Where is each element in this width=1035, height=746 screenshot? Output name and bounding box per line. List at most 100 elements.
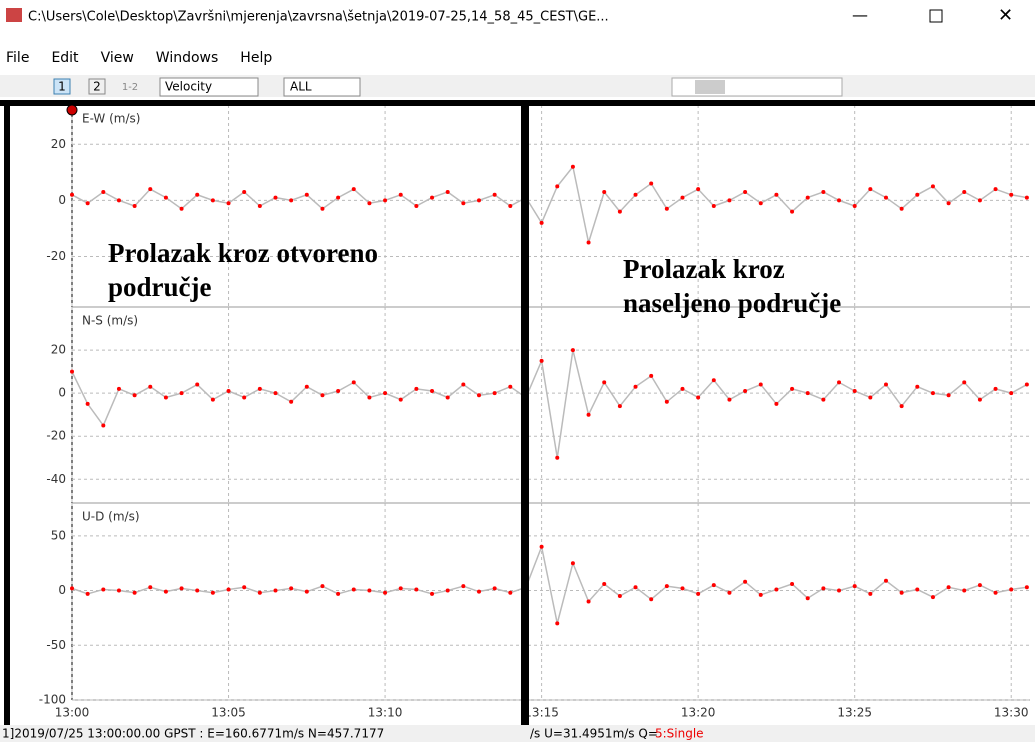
data-point bbox=[915, 192, 920, 197]
data-point bbox=[946, 585, 951, 590]
minimize[interactable]: — bbox=[852, 6, 868, 25]
menu-item[interactable]: Edit bbox=[51, 50, 79, 66]
app-icon bbox=[6, 8, 22, 22]
x-tick-label: 13:00 bbox=[55, 706, 90, 720]
data-point bbox=[680, 586, 685, 591]
data-point bbox=[837, 588, 842, 593]
data-point bbox=[962, 588, 967, 593]
data-point bbox=[805, 391, 810, 396]
data-point bbox=[711, 204, 716, 208]
btn-1[interactable] bbox=[53, 78, 71, 95]
data-point bbox=[492, 192, 497, 197]
data-point bbox=[852, 584, 857, 589]
data-point bbox=[367, 201, 372, 206]
trace bbox=[71, 349, 1028, 458]
data-point bbox=[351, 587, 356, 592]
data-point bbox=[993, 386, 998, 391]
data-point bbox=[508, 204, 513, 208]
btn-2[interactable] bbox=[88, 78, 106, 95]
mode-select[interactable] bbox=[159, 77, 259, 97]
btn-12[interactable]: 1-2 bbox=[122, 82, 138, 93]
data-point bbox=[70, 369, 74, 374]
data-point bbox=[930, 184, 935, 189]
title: C:\Users\Cole\Desktop\Završni\mjerenja\z… bbox=[28, 10, 609, 25]
data-point bbox=[85, 591, 90, 596]
data-point bbox=[289, 586, 294, 591]
data-point bbox=[273, 391, 278, 396]
data-point bbox=[414, 204, 419, 208]
sel-label: ALL bbox=[290, 80, 312, 94]
data-point bbox=[883, 382, 888, 387]
data-point bbox=[711, 583, 716, 588]
data-point bbox=[226, 201, 231, 206]
data-point bbox=[398, 586, 403, 591]
data-point bbox=[852, 204, 857, 208]
data-point bbox=[398, 397, 403, 402]
y-tick-label: 0 bbox=[58, 583, 66, 597]
data-point bbox=[570, 348, 575, 353]
data-point bbox=[617, 209, 622, 214]
data-point bbox=[899, 404, 904, 409]
data-point bbox=[555, 455, 560, 460]
menu-item[interactable]: File bbox=[6, 50, 29, 66]
data-point bbox=[649, 373, 654, 378]
data-point bbox=[664, 206, 669, 211]
x-tick-label: 13:15 bbox=[524, 706, 559, 720]
data-point bbox=[696, 187, 701, 192]
data-point bbox=[257, 386, 262, 391]
data-point bbox=[116, 588, 121, 593]
data-point bbox=[680, 195, 685, 200]
data-point bbox=[962, 380, 967, 385]
data-point bbox=[1024, 382, 1029, 387]
data-point bbox=[163, 395, 168, 400]
menu-item[interactable]: Help bbox=[240, 50, 272, 66]
data-point bbox=[257, 590, 262, 595]
data-point bbox=[461, 584, 466, 589]
data-point bbox=[289, 399, 294, 404]
data-point bbox=[743, 189, 748, 194]
data-point bbox=[210, 590, 215, 595]
data-point bbox=[242, 585, 247, 590]
data-point bbox=[649, 181, 654, 186]
data-point bbox=[445, 189, 450, 194]
status-quality: 5:Single bbox=[655, 727, 704, 741]
data-point bbox=[727, 397, 732, 402]
data-point bbox=[883, 578, 888, 583]
data-point bbox=[492, 586, 497, 591]
y-tick-label: 0 bbox=[58, 193, 66, 207]
data-point bbox=[821, 189, 826, 194]
data-point bbox=[930, 391, 935, 396]
data-point bbox=[602, 380, 607, 385]
data-point bbox=[852, 389, 857, 393]
scroll-thumb[interactable] bbox=[695, 80, 725, 94]
data-point bbox=[805, 596, 810, 601]
data-point bbox=[195, 192, 200, 197]
data-point bbox=[445, 395, 450, 400]
data-point bbox=[555, 184, 560, 189]
sel-select[interactable] bbox=[283, 77, 361, 97]
data-point bbox=[1009, 391, 1014, 396]
y-tick-label: -20 bbox=[46, 249, 66, 263]
close[interactable]: ✕ bbox=[998, 5, 1013, 26]
status-text: 1]2019/07/25 13:00:00.00 GPST : E=160.67… bbox=[2, 727, 384, 741]
menu-item[interactable]: View bbox=[101, 50, 134, 66]
y-tick-label: 20 bbox=[51, 137, 66, 151]
data-point bbox=[962, 189, 967, 194]
data-point bbox=[398, 192, 403, 197]
panel-label: U-D (m/s) bbox=[82, 510, 140, 524]
data-point bbox=[195, 588, 200, 593]
data-point bbox=[179, 586, 184, 591]
data-point bbox=[148, 187, 153, 192]
y-tick-label: -40 bbox=[46, 472, 66, 486]
maximize[interactable] bbox=[929, 9, 943, 23]
menu-item[interactable]: Windows bbox=[156, 50, 219, 66]
data-point bbox=[774, 192, 779, 197]
data-point bbox=[195, 382, 200, 387]
data-point bbox=[132, 204, 137, 208]
data-point bbox=[492, 391, 497, 396]
data-point bbox=[805, 195, 810, 200]
data-point bbox=[336, 195, 341, 200]
data-point bbox=[226, 587, 231, 592]
